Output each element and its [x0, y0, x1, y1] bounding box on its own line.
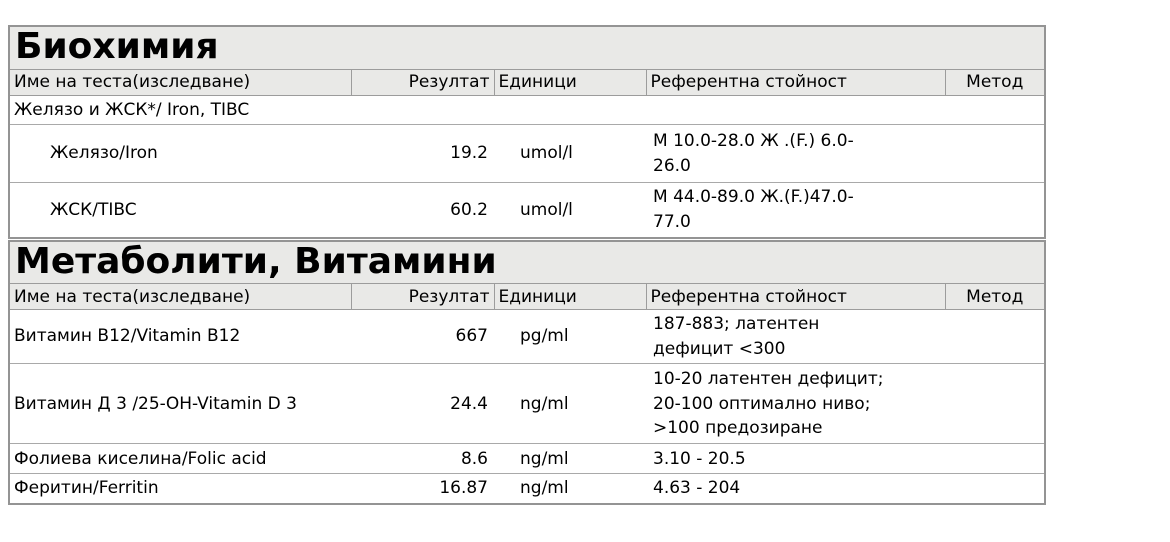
- cell-reference: 3.10 - 20.5: [646, 443, 945, 474]
- cell-units: pg/ml: [494, 309, 646, 364]
- column-header-result: Резултат: [350, 283, 495, 311]
- table-row-ferritin: Феритин/Ferritin 16.87 ng/ml 4.63 - 204: [9, 473, 1045, 505]
- cell-method: [945, 443, 1045, 474]
- cell-test-name: Фолиева киселина/Folic acid: [9, 443, 351, 474]
- cell-method: [945, 363, 1045, 444]
- column-header-units: Единици: [493, 283, 647, 311]
- lab-report-page: Биохимия Име на теста(изследване) Резулт…: [8, 25, 1046, 506]
- table-row-folic-acid: Фолиева киселина/Folic acid 8.6 ng/ml 3.…: [9, 443, 1045, 474]
- column-header-method: Метод: [944, 69, 1046, 96]
- table-row-vitamin-d3: Витамин Д 3 /25-OH-Vitamin D 3 24.4 ng/m…: [9, 363, 1045, 444]
- table-row-group: Желязо и ЖСК*/ Iron, TIBC: [9, 94, 1045, 125]
- cell-reference: 4.63 - 204: [646, 473, 945, 505]
- cell-units: umol/l: [494, 124, 646, 183]
- cell-result: 19.2: [351, 124, 494, 183]
- column-header-row: Име на теста(изследване) Резултат Единиц…: [8, 283, 1046, 311]
- cell-units: ng/ml: [494, 363, 646, 444]
- cell-test-name: Витамин Д 3 /25-OH-Vitamin D 3: [9, 363, 351, 444]
- column-header-method: Метод: [944, 283, 1046, 311]
- table-row-vitamin-b12: Витамин В12/Vitamin B12 667 pg/ml 187-88…: [9, 309, 1045, 364]
- cell-method: [945, 473, 1045, 505]
- cell-result: 8.6: [351, 443, 494, 474]
- cell-test-name: Желязо/Iron: [9, 124, 351, 183]
- cell-units: ng/ml: [494, 443, 646, 474]
- cell-test-name: ЖСК/TIBC: [9, 182, 351, 238]
- column-header-reference: Референтна стойност: [645, 69, 946, 96]
- cell-test-name: Витамин В12/Vitamin B12: [9, 309, 351, 364]
- cell-units: ng/ml: [494, 473, 646, 505]
- section-title: Биохимия: [9, 26, 1045, 70]
- cell-method: [945, 124, 1045, 183]
- table-row-iron: Желязо/Iron 19.2 umol/l М 10.0-28.0 Ж .(…: [9, 124, 1045, 183]
- cell-reference: 187-883; латентен дефицит <300: [646, 309, 945, 364]
- cell-test-name: Феритин/Ferritin: [9, 473, 351, 505]
- cell-result: 24.4: [351, 363, 494, 444]
- section-table-biochemistry: Биохимия Име на теста(изследване) Резулт…: [8, 25, 1046, 239]
- section-header-row: Метаболити, Витамини: [9, 240, 1045, 285]
- column-header-units: Единици: [493, 69, 647, 96]
- cell-result: 667: [351, 309, 494, 364]
- column-header-reference: Референтна стойност: [645, 283, 946, 311]
- column-header-test-name: Име на теста(изследване): [8, 283, 352, 311]
- cell-units: umol/l: [494, 182, 646, 238]
- cell-method: [945, 182, 1045, 238]
- cell-reference: М 10.0-28.0 Ж .(F.) 6.0- 26.0: [646, 124, 945, 183]
- cell-result: 16.87: [351, 473, 494, 505]
- column-header-row: Име на теста(изследване) Резултат Единиц…: [8, 69, 1046, 96]
- cell-method: [945, 309, 1045, 364]
- table-row-tibc: ЖСК/TIBC 60.2 umol/l М 44.0-89.0 Ж.(F.)4…: [9, 182, 1045, 238]
- section-header-row: Биохимия: [9, 26, 1045, 70]
- group-row-label: Желязо и ЖСК*/ Iron, TIBC: [9, 94, 1045, 125]
- section-title: Метаболити, Витамини: [9, 240, 1045, 285]
- cell-reference: М 44.0-89.0 Ж.(F.)47.0- 77.0: [646, 182, 945, 238]
- column-header-test-name: Име на теста(изследване): [8, 69, 352, 96]
- cell-reference: 10-20 латентен дефицит; 20-100 оптимално…: [646, 363, 945, 444]
- section-table-metabolites-vitamins: Метаболити, Витамини Име на теста(изслед…: [8, 239, 1046, 506]
- column-header-result: Резултат: [350, 69, 495, 96]
- cell-result: 60.2: [351, 182, 494, 238]
